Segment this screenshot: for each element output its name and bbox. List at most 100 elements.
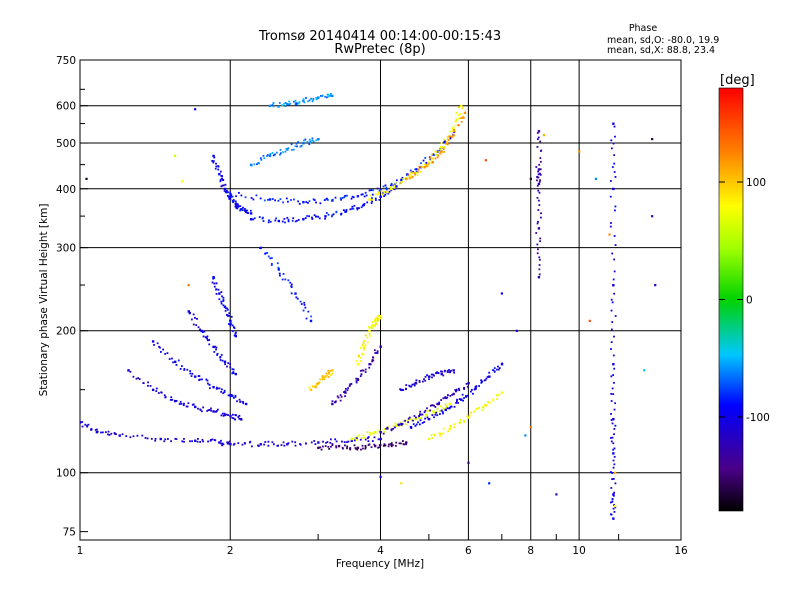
echo-point (355, 439, 358, 441)
trace-point (344, 391, 347, 394)
echo-point (613, 258, 616, 261)
echo-point (449, 130, 452, 133)
echo-point (345, 208, 348, 211)
trace-point (331, 402, 334, 406)
echo-point (319, 446, 322, 449)
echo-point (205, 336, 208, 339)
echo-point (613, 335, 615, 338)
echo-point (96, 430, 99, 433)
echo-point (264, 441, 267, 443)
echo-point (313, 385, 316, 388)
echo-point (350, 383, 353, 385)
echo-point (251, 445, 253, 448)
echo-point (393, 186, 396, 189)
echo-point (371, 197, 373, 200)
echo-point (340, 198, 342, 201)
trace-point (379, 345, 382, 349)
echo-point (90, 427, 93, 430)
trace-point (395, 424, 398, 427)
echo-point (210, 409, 213, 412)
chart-title: Tromsø 20140414 00:14:00-00:15:43 (258, 29, 501, 44)
echo-point (197, 326, 200, 329)
echo-point (220, 414, 223, 417)
echo-point (424, 415, 427, 417)
echo-point (171, 357, 173, 360)
echo-point (446, 396, 449, 399)
echo-point (350, 197, 353, 200)
echo-point (245, 209, 247, 212)
echo-point (308, 200, 311, 203)
echo-point (449, 137, 452, 140)
echo-point (613, 381, 615, 384)
echo-point (192, 323, 195, 326)
echo-point (175, 399, 178, 402)
echo-point (326, 197, 328, 200)
scatter-point (588, 319, 591, 322)
echo-point (249, 209, 252, 212)
echo-point (297, 141, 299, 143)
echo-point (326, 96, 328, 99)
echo-point (611, 252, 614, 255)
echo-point (535, 166, 538, 168)
echo-point (432, 404, 434, 407)
echo-point (371, 360, 374, 363)
trace-point (317, 137, 320, 141)
echo-point (147, 381, 150, 384)
echo-point (439, 405, 442, 408)
echo-point (410, 385, 413, 388)
echo-point (383, 195, 385, 198)
echo-point (365, 194, 368, 197)
echo-point (398, 421, 401, 424)
trace-point (259, 443, 262, 446)
echo-point (373, 349, 376, 352)
echo-point (431, 404, 433, 407)
echo-point (268, 219, 270, 222)
echo-point (438, 433, 441, 435)
echo-point (436, 371, 439, 374)
echo-point (308, 143, 311, 146)
echo-point (375, 317, 377, 320)
trace-point (294, 292, 297, 295)
echo-point (226, 194, 229, 197)
echo-point (377, 438, 380, 441)
echo-point (466, 385, 469, 388)
echo-point (304, 138, 307, 141)
x-axis-label: Frequency [MHz] (336, 558, 424, 570)
trace-point (229, 443, 232, 446)
trace-point (302, 142, 305, 145)
echo-point (363, 340, 366, 342)
trace-point (488, 375, 491, 378)
echo-point (183, 402, 185, 405)
trace-point (405, 441, 408, 444)
y-tick-label: 500 (56, 138, 76, 150)
echo-point (538, 180, 541, 183)
echo-point (324, 95, 327, 98)
trace-point (173, 360, 177, 364)
echo-point (346, 441, 348, 444)
echo-point (540, 212, 542, 215)
echo-point (335, 211, 338, 214)
echo-point (222, 296, 225, 299)
echo-point (374, 319, 377, 322)
echo-point (169, 399, 172, 401)
trace-point (612, 517, 615, 520)
trace-point (368, 363, 371, 366)
echo-point (104, 431, 107, 434)
echo-point (319, 94, 322, 97)
echo-point (614, 209, 616, 212)
echo-point (440, 370, 442, 373)
echo-point (378, 191, 380, 194)
echo-point (279, 149, 282, 151)
echo-point (215, 346, 218, 349)
echo-point (327, 369, 330, 372)
echo-point (326, 372, 329, 375)
trace-point (452, 392, 455, 396)
echo-point (449, 405, 452, 408)
echo-point (455, 388, 458, 391)
echo-point (418, 415, 421, 417)
echo-point (319, 378, 321, 381)
echo-point (537, 170, 540, 173)
echo-point (215, 288, 217, 291)
echo-point (171, 398, 174, 401)
echo-point (324, 445, 327, 447)
